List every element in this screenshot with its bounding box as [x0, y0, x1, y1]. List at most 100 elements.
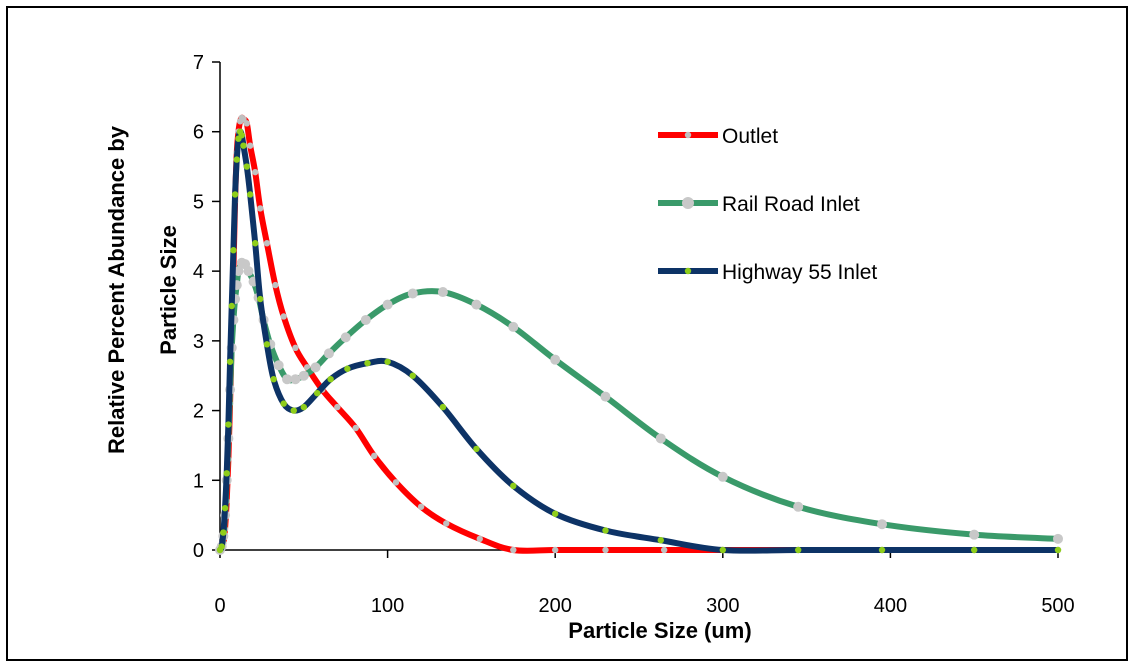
data-point [409, 372, 416, 379]
data-point [263, 341, 271, 348]
data-point [282, 374, 293, 385]
series-highway-55-inlet [216, 128, 1062, 554]
y-tick-label: 3 [193, 331, 204, 353]
data-point [508, 321, 519, 332]
data-point [240, 142, 247, 149]
data-point [510, 546, 517, 554]
data-point [323, 348, 334, 359]
data-point [600, 391, 611, 402]
data-point [257, 295, 264, 303]
legend-item: Outlet [658, 125, 778, 148]
y-tick-label: 7 [193, 52, 204, 74]
data-point [220, 529, 227, 536]
y-axis-title-line-2: Particle Size [156, 225, 181, 355]
series-rail-road-inlet [215, 257, 1063, 555]
data-point [233, 266, 244, 277]
data-point [290, 374, 301, 385]
data-point [657, 537, 664, 544]
y-tick-label: 4 [193, 261, 204, 283]
data-point [251, 240, 259, 247]
data-point [310, 362, 321, 373]
data-point [257, 205, 264, 212]
y-tick-label: 5 [193, 191, 204, 213]
data-point [717, 471, 728, 482]
data-point [233, 156, 240, 163]
legend-label: Highway 55 Inlet [722, 261, 877, 284]
legend-item: Highway 55 Inlet [658, 261, 877, 284]
data-point [221, 504, 229, 512]
data-point [552, 510, 559, 517]
legend-marker [684, 267, 692, 275]
legend-item: Rail Road Inlet [658, 193, 860, 216]
data-point [655, 433, 666, 444]
y-axis-title: Relative Percent Abundance by Particle S… [104, 125, 181, 454]
data-point [602, 527, 609, 534]
data-point [370, 452, 378, 460]
axes: 0 1 2 3 4 5 6 7 0 100 200 300 400 500 [193, 52, 1075, 617]
y-tick-label: 0 [193, 540, 204, 562]
data-point [314, 389, 321, 397]
data-point [218, 543, 225, 550]
data-point [382, 299, 393, 310]
data-point [340, 332, 351, 343]
data-point [510, 482, 517, 490]
legend-marker [682, 197, 694, 209]
data-point [300, 403, 307, 411]
data-point [384, 358, 391, 365]
legend-label: Outlet [722, 125, 778, 148]
legend-marker [684, 131, 692, 139]
data-point [290, 407, 297, 414]
data-point [327, 376, 334, 383]
data-point [228, 302, 235, 310]
x-tick-label: 400 [874, 595, 907, 617]
data-point [473, 445, 480, 453]
data-point [263, 240, 271, 247]
data-point [225, 421, 232, 428]
data-point [246, 191, 254, 198]
y-tick-label: 1 [193, 470, 204, 492]
y-axis-title-line-1: Relative Percent Abundance by [104, 125, 129, 454]
data-point [360, 314, 371, 325]
legend-label: Rail Road Inlet [722, 193, 860, 216]
data-point [231, 191, 239, 198]
data-point [439, 403, 447, 411]
y-tick-label: 6 [193, 122, 204, 144]
data-point [298, 370, 309, 381]
x-tick-label: 100 [371, 595, 404, 617]
data-point [471, 299, 482, 310]
data-point [877, 519, 888, 530]
x-tick-label: 200 [539, 595, 572, 617]
data-point [243, 163, 251, 170]
data-point [230, 247, 237, 254]
x-axis-title: Particle Size (um) [568, 618, 751, 643]
data-point [719, 546, 726, 554]
x-tick-label: 500 [1041, 595, 1074, 617]
data-point [334, 403, 341, 411]
data-point [660, 546, 668, 554]
data-point [243, 120, 251, 127]
data-point [251, 168, 259, 176]
data-point [226, 358, 234, 365]
x-tick-label: 300 [706, 595, 739, 617]
data-point [476, 535, 483, 543]
data-point [272, 281, 279, 289]
data-point [270, 376, 277, 383]
data-point [280, 313, 287, 320]
y-tick-label: 2 [193, 401, 204, 423]
data-point [1054, 546, 1062, 554]
data-point [238, 132, 245, 139]
data-point [878, 546, 886, 554]
data-point [223, 470, 230, 477]
data-point [280, 400, 287, 407]
series-line [217, 259, 1061, 553]
series-layer [215, 114, 1063, 555]
data-point [243, 266, 254, 277]
data-point [417, 503, 425, 510]
x-tick-label: 0 [214, 595, 225, 617]
data-point [273, 360, 284, 371]
data-point [443, 520, 450, 527]
data-point [344, 365, 351, 372]
data-point [795, 546, 802, 554]
data-point [292, 344, 299, 352]
